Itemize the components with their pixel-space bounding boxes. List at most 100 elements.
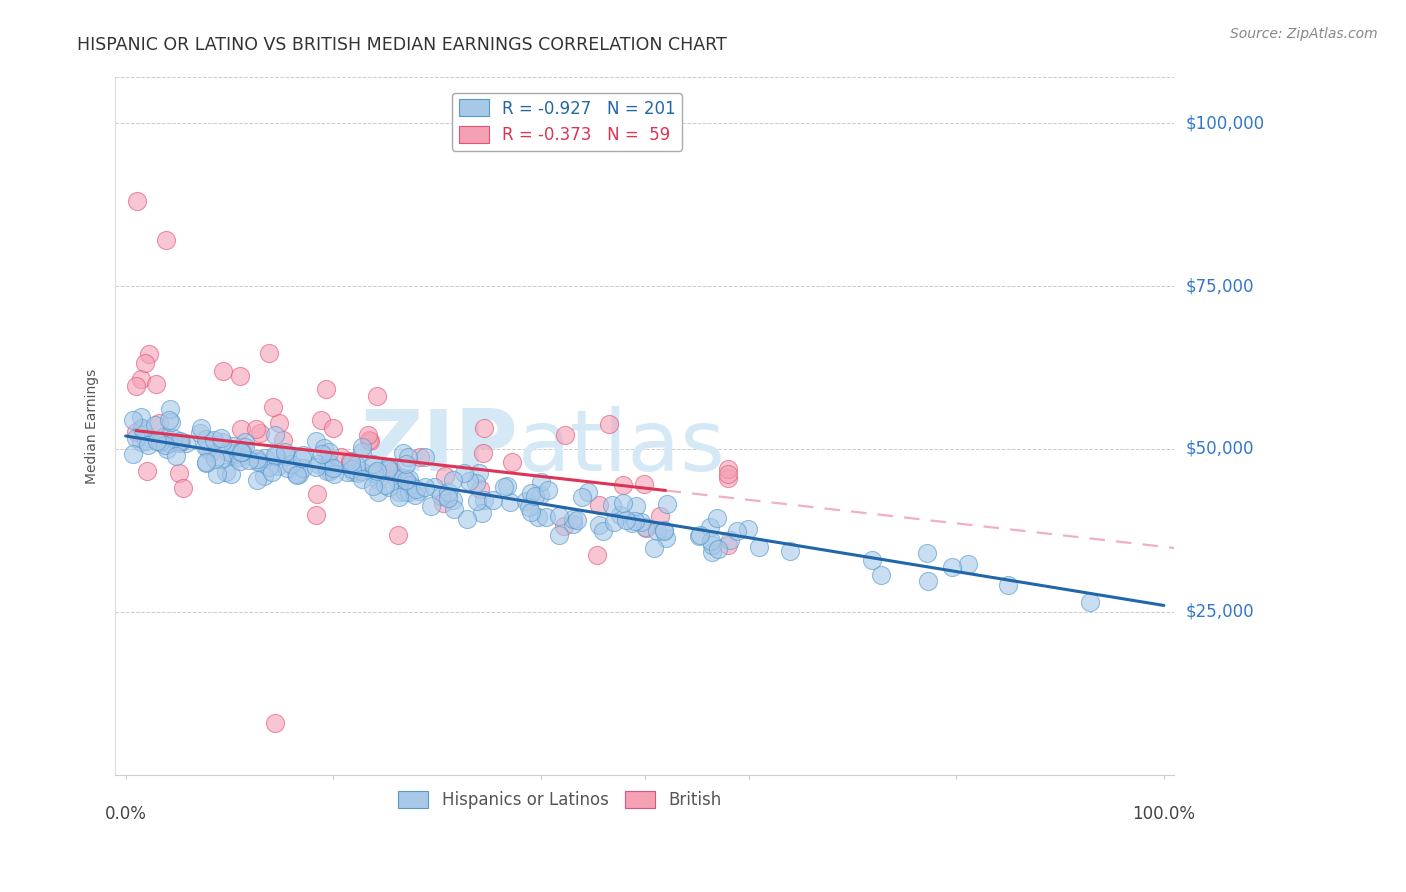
Point (211, 435, 233, 450)
Point (381, 464, 404, 478)
Point (247, 454, 270, 468)
Point (576, 484, 599, 499)
Text: ZIP: ZIP (360, 406, 517, 489)
Point (305, 508, 328, 522)
Point (405, 482, 427, 496)
Point (350, 445, 373, 459)
Point (612, 477, 634, 491)
Point (468, 482, 491, 496)
Point (519, 485, 541, 500)
Point (209, 431, 232, 445)
Point (323, 467, 346, 482)
Point (170, 434, 193, 449)
Point (229, 444, 252, 458)
Point (624, 499, 647, 513)
Point (246, 452, 269, 467)
Legend: Hispanics or Latinos, British: Hispanics or Latinos, British (392, 784, 728, 815)
Point (633, 477, 655, 491)
Y-axis label: Median Earnings: Median Earnings (86, 368, 100, 483)
Point (441, 493, 464, 508)
Point (315, 382, 337, 396)
Point (264, 428, 287, 442)
Point (221, 446, 243, 460)
Point (157, 435, 180, 450)
Point (149, 435, 172, 450)
Point (655, 497, 678, 511)
Text: $25,000: $25,000 (1185, 603, 1254, 621)
Point (229, 445, 252, 459)
Point (153, 429, 176, 443)
Point (224, 448, 246, 462)
Point (146, 434, 169, 448)
Point (340, 455, 363, 469)
Point (136, 464, 159, 478)
Point (398, 472, 420, 486)
Point (652, 524, 675, 538)
Point (600, 498, 623, 512)
Point (263, 715, 285, 730)
Point (603, 515, 626, 529)
Point (274, 445, 297, 459)
Point (194, 433, 217, 447)
Point (432, 496, 454, 510)
Point (229, 368, 252, 383)
Point (318, 456, 340, 470)
Point (269, 416, 291, 430)
Point (395, 475, 418, 489)
Point (344, 458, 367, 473)
Point (143, 417, 166, 432)
Point (717, 470, 740, 484)
Point (384, 470, 406, 484)
Point (145, 376, 167, 391)
Point (246, 473, 269, 487)
Point (956, 558, 979, 572)
Point (588, 498, 610, 512)
Point (429, 489, 451, 503)
Point (249, 426, 271, 441)
Point (238, 453, 260, 467)
Point (548, 508, 571, 523)
Point (645, 524, 668, 538)
Point (166, 450, 188, 464)
Point (257, 459, 280, 474)
Point (717, 538, 740, 552)
Point (169, 466, 191, 480)
Point (860, 552, 883, 566)
Point (229, 450, 252, 465)
Point (367, 484, 389, 499)
Point (374, 478, 396, 492)
Point (415, 450, 437, 464)
Point (1078, 595, 1101, 609)
Point (169, 434, 191, 448)
Point (350, 472, 373, 486)
Point (614, 513, 637, 527)
Point (132, 424, 155, 438)
Point (159, 415, 181, 429)
Point (122, 447, 145, 461)
Point (138, 347, 160, 361)
Point (707, 542, 730, 557)
Point (496, 479, 519, 493)
Point (253, 451, 276, 466)
Point (197, 442, 219, 457)
Point (155, 234, 177, 248)
Point (131, 435, 153, 450)
Point (399, 478, 422, 492)
Point (172, 481, 194, 495)
Point (194, 455, 217, 469)
Point (176, 435, 198, 450)
Point (482, 493, 505, 508)
Point (387, 527, 409, 541)
Text: atlas: atlas (517, 406, 725, 489)
Point (689, 527, 711, 541)
Point (598, 417, 620, 431)
Point (284, 467, 307, 481)
Point (129, 410, 152, 425)
Point (318, 445, 340, 459)
Point (501, 455, 523, 469)
Point (612, 495, 634, 509)
Point (285, 467, 308, 482)
Point (468, 466, 491, 480)
Point (346, 466, 368, 480)
Point (453, 466, 475, 480)
